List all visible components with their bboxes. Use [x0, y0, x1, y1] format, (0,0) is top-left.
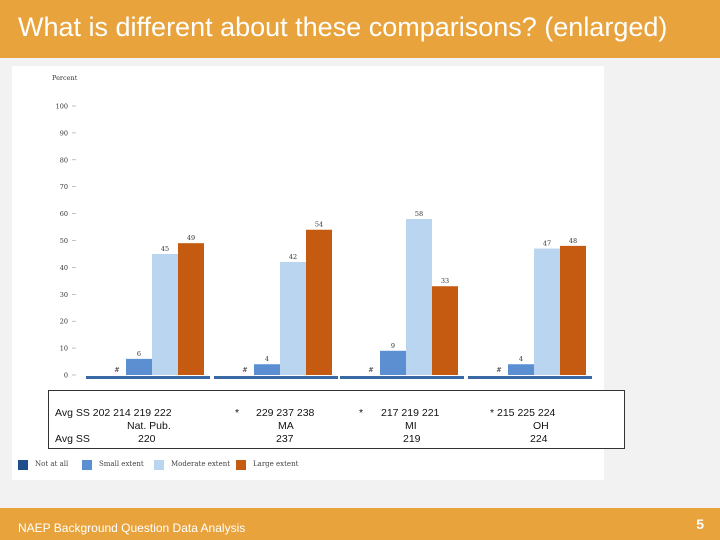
data-label: 58 [415, 210, 423, 218]
y-tick-label: 100 [56, 103, 68, 111]
legend-swatch [236, 460, 246, 470]
bar-moderate-extent [280, 262, 306, 375]
y-tick-label: 60 [60, 210, 68, 218]
data-label: 45 [161, 245, 169, 253]
y-tick-label: 80 [60, 156, 68, 164]
avg-ss-row1-star: * [359, 407, 364, 419]
avg-ss-row1-ma: 229 237 238 [256, 407, 315, 419]
x-axis-segment [468, 376, 592, 379]
footer-text: NAEP Background Question Data Analysis [18, 521, 246, 535]
bar-small-extent [508, 364, 534, 375]
data-label: 49 [187, 234, 195, 242]
avg-ss-row1-oh: * 215 225 224 [490, 407, 556, 419]
slide-footer: NAEP Background Question Data Analysis 5 [0, 508, 720, 540]
avg-ss-oh: 224 [530, 433, 548, 445]
bar-large-extent [560, 245, 586, 375]
legend-label: Small extent [99, 460, 144, 468]
x-axis-segment [214, 376, 338, 379]
legend-label: Not at all [35, 460, 69, 468]
y-tick-label: 10 [60, 345, 68, 353]
avg-ss-ma: 237 [276, 433, 294, 445]
avg-ss-row3-label: Avg SS [55, 433, 90, 445]
data-label: 6 [137, 350, 141, 358]
jurisdiction-ma: MA [278, 420, 294, 432]
slide-title: What is different about these comparison… [18, 12, 668, 42]
y-tick-label: 70 [60, 183, 68, 191]
avg-ss-row1-star: * [235, 407, 240, 419]
data-label: # [242, 366, 247, 374]
y-tick-label: 0 [64, 372, 68, 380]
bar-moderate-extent [152, 253, 178, 375]
bar-moderate-extent [534, 248, 560, 375]
bar-moderate-extent [406, 218, 432, 375]
data-label: # [114, 366, 119, 374]
avg-ss-national-public: 220 [138, 433, 156, 445]
legend-swatch [154, 460, 164, 470]
legend-label: Moderate extent [171, 460, 231, 468]
page-number: 5 [696, 516, 704, 532]
y-tick-label: 90 [60, 129, 68, 137]
y-tick-label: 30 [60, 291, 68, 299]
slide-title-bar: What is different about these comparison… [0, 0, 720, 59]
legend-swatch [18, 460, 28, 470]
bar-large-extent [306, 229, 332, 375]
bar-large-extent [178, 243, 204, 375]
data-label: 42 [289, 253, 297, 261]
bar-large-extent [432, 286, 458, 375]
average-scale-score-box: Avg SS 202 214 219 222 * 229 237 238 * 2… [48, 390, 625, 449]
data-label: 4 [519, 355, 523, 363]
jurisdiction-oh: OH [533, 420, 549, 432]
data-label: 47 [543, 240, 551, 248]
avg-ss-row1-mi: 217 219 221 [381, 407, 440, 419]
data-label: 48 [569, 237, 577, 245]
data-label: 33 [441, 277, 449, 285]
avg-ss-mi: 219 [403, 433, 421, 445]
avg-ss-row1-national: Avg SS 202 214 219 222 [55, 407, 172, 419]
bar-small-extent [126, 358, 152, 375]
y-axis-label: Percent [52, 74, 78, 82]
bar-small-extent [254, 364, 280, 375]
jurisdiction-national-public: Nat. Pub. [127, 420, 171, 432]
y-tick-label: 50 [60, 237, 68, 245]
y-tick-label: 20 [60, 318, 68, 326]
x-axis-segment [340, 376, 464, 379]
data-label: 54 [315, 221, 323, 229]
chart-legend: Not at all Small extent Moderate extent … [18, 459, 598, 475]
bar-small-extent [380, 350, 406, 375]
x-axis-segment [86, 376, 210, 379]
data-label: # [496, 366, 501, 374]
legend-label: Large extent [253, 460, 299, 468]
data-label: # [368, 366, 373, 374]
data-label: 4 [265, 355, 269, 363]
y-tick-label: 40 [60, 264, 68, 272]
legend-swatch [82, 460, 92, 470]
data-label: 9 [391, 342, 395, 350]
jurisdiction-mi: MI [405, 420, 417, 432]
